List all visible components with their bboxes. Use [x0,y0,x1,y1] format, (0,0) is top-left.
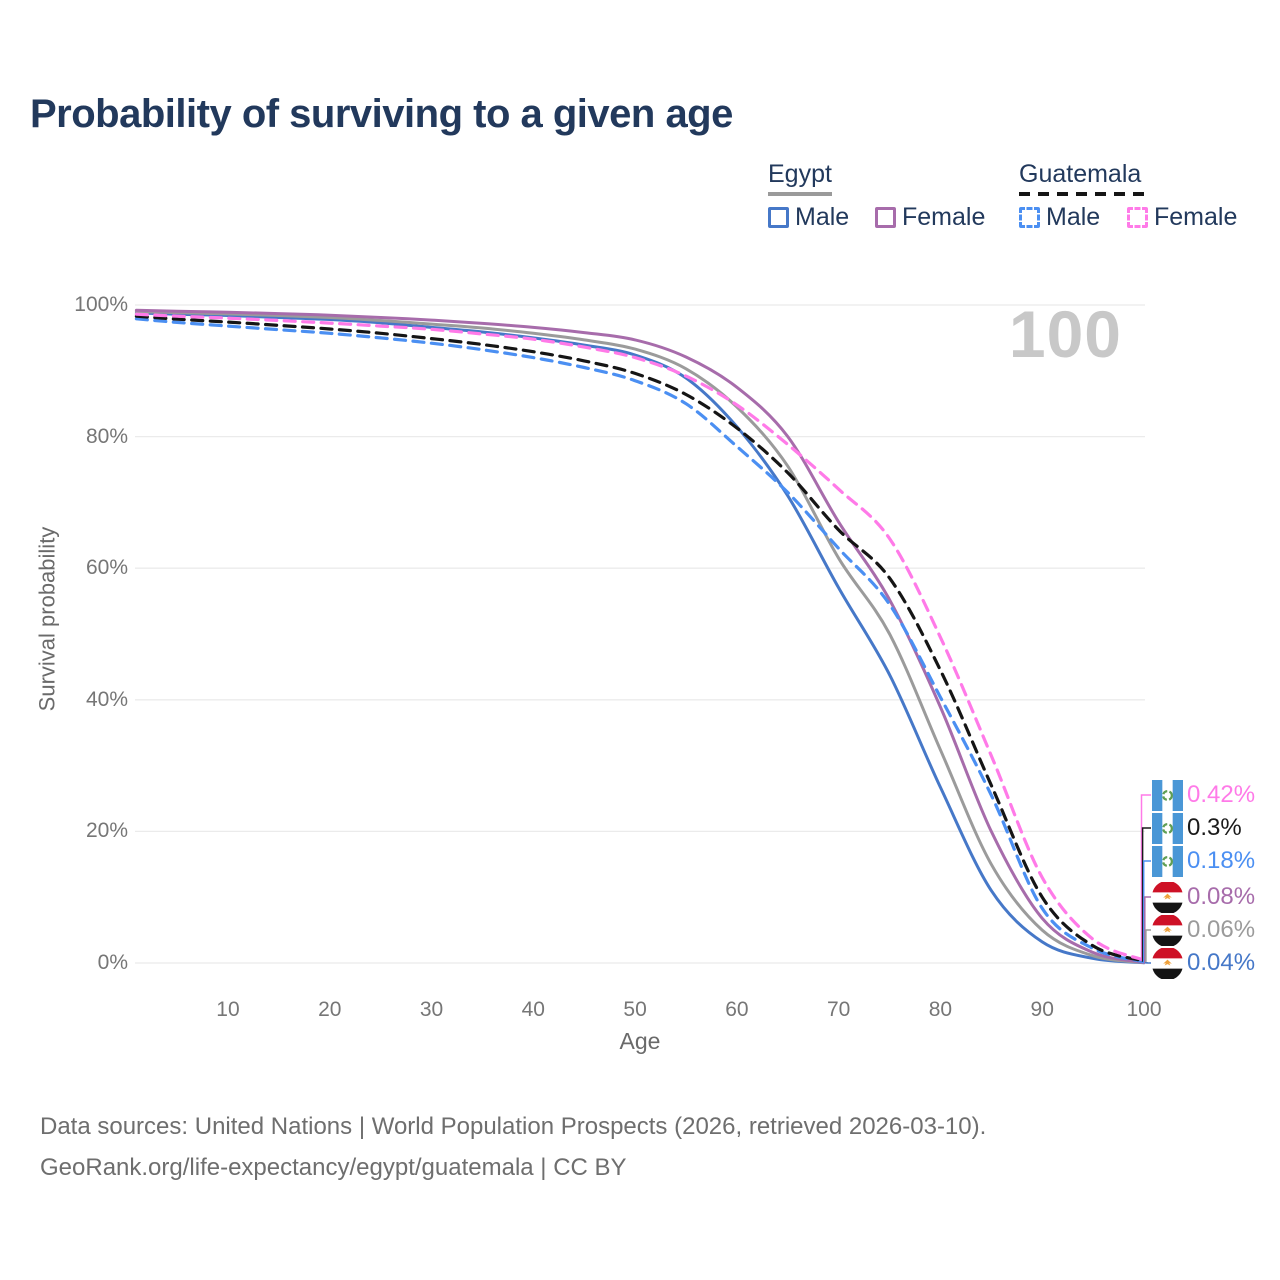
flag-guatemala-icon [1152,812,1183,844]
x-tick-30: 30 [419,998,444,1021]
legend-group-egypt-label: Egypt [768,160,832,188]
legend-guatemala-line-sample [1019,192,1146,196]
flag-guatemala-icon [1152,779,1183,811]
legend-guatemala-male-label: Male [1046,203,1101,231]
y-tick-0%: 0% [97,951,128,974]
y-tick-20%: 20% [85,819,128,843]
flag-egypt-icon [1152,914,1183,946]
flag-egypt-icon [1152,947,1183,979]
end-label-value: 0.04% [1187,949,1256,976]
y-tick-100%: 100% [74,293,128,316]
x-tick-60: 60 [725,998,749,1021]
legend-egypt-male-swatch [768,207,789,228]
x-tick-20: 20 [318,998,342,1021]
x-tick-50: 50 [623,998,647,1021]
data-sources-line1: Data sources: United Nations | World Pop… [40,1113,987,1140]
legend-egypt-line-sample [768,192,832,196]
end-label-value: 0.18% [1187,847,1256,874]
x-axis-title: Age [619,1028,661,1054]
y-tick-60%: 60% [85,556,128,580]
end-label-guatemala-male: 0.18% [1152,845,1255,877]
legend-egypt-male-label: Male [795,203,850,231]
x-tick-80: 80 [928,998,953,1021]
legend-guatemala-female-swatch [1127,207,1148,228]
curve-egypt-male[interactable] [134,311,1146,965]
legend-egypt-female-swatch [875,207,896,228]
curve-egypt-both[interactable] [134,310,1146,965]
x-tick-100: 100 [1126,998,1162,1021]
end-label-value: 0.3% [1187,814,1242,841]
x-tick-40: 40 [521,998,545,1021]
legend-egypt-female-label: Female [902,203,986,231]
x-tick-90: 90 [1030,998,1054,1021]
data-sources: Data sources: United Nations | World Pop… [40,1106,986,1188]
y-tick-40%: 40% [85,687,128,711]
curve-guatemala-female[interactable] [134,312,1146,962]
page-title: Probability of surviving to a given age [30,92,733,136]
flag-egypt-icon [1152,881,1183,913]
legend-group-guatemala-label: Guatemala [1019,160,1142,188]
end-label-value: 0.08% [1187,883,1256,910]
leader-line-egypt-both [1145,929,1151,964]
end-label-guatemala-female: 0.42% [1152,779,1255,811]
x-tick-70: 70 [826,998,851,1021]
x-tick-10: 10 [216,998,240,1021]
end-label-egypt-both: 0.06% [1152,914,1255,946]
end-label-value: 0.42% [1187,781,1256,808]
end-label-value: 0.06% [1187,916,1256,943]
legend-guatemala-female-label: Female [1154,203,1238,231]
curve-guatemala-male[interactable] [134,317,1146,964]
y-tick-80%: 80% [85,424,128,448]
legend-guatemala-male-swatch [1019,207,1040,228]
curve-egypt-female[interactable] [134,308,1146,964]
flag-guatemala-icon [1152,845,1183,877]
leader-line-egypt-female [1144,896,1151,964]
end-label-egypt-female: 0.08% [1152,881,1255,913]
data-sources-line2: GeoRank.org/life-expectancy/egypt/guatem… [40,1154,627,1181]
hovered-age-watermark: 100 [1008,297,1122,371]
curve-guatemala-both[interactable] [134,314,1146,963]
end-label-guatemala-both: 0.3% [1152,812,1242,844]
end-label-egypt-male: 0.04% [1152,947,1255,979]
